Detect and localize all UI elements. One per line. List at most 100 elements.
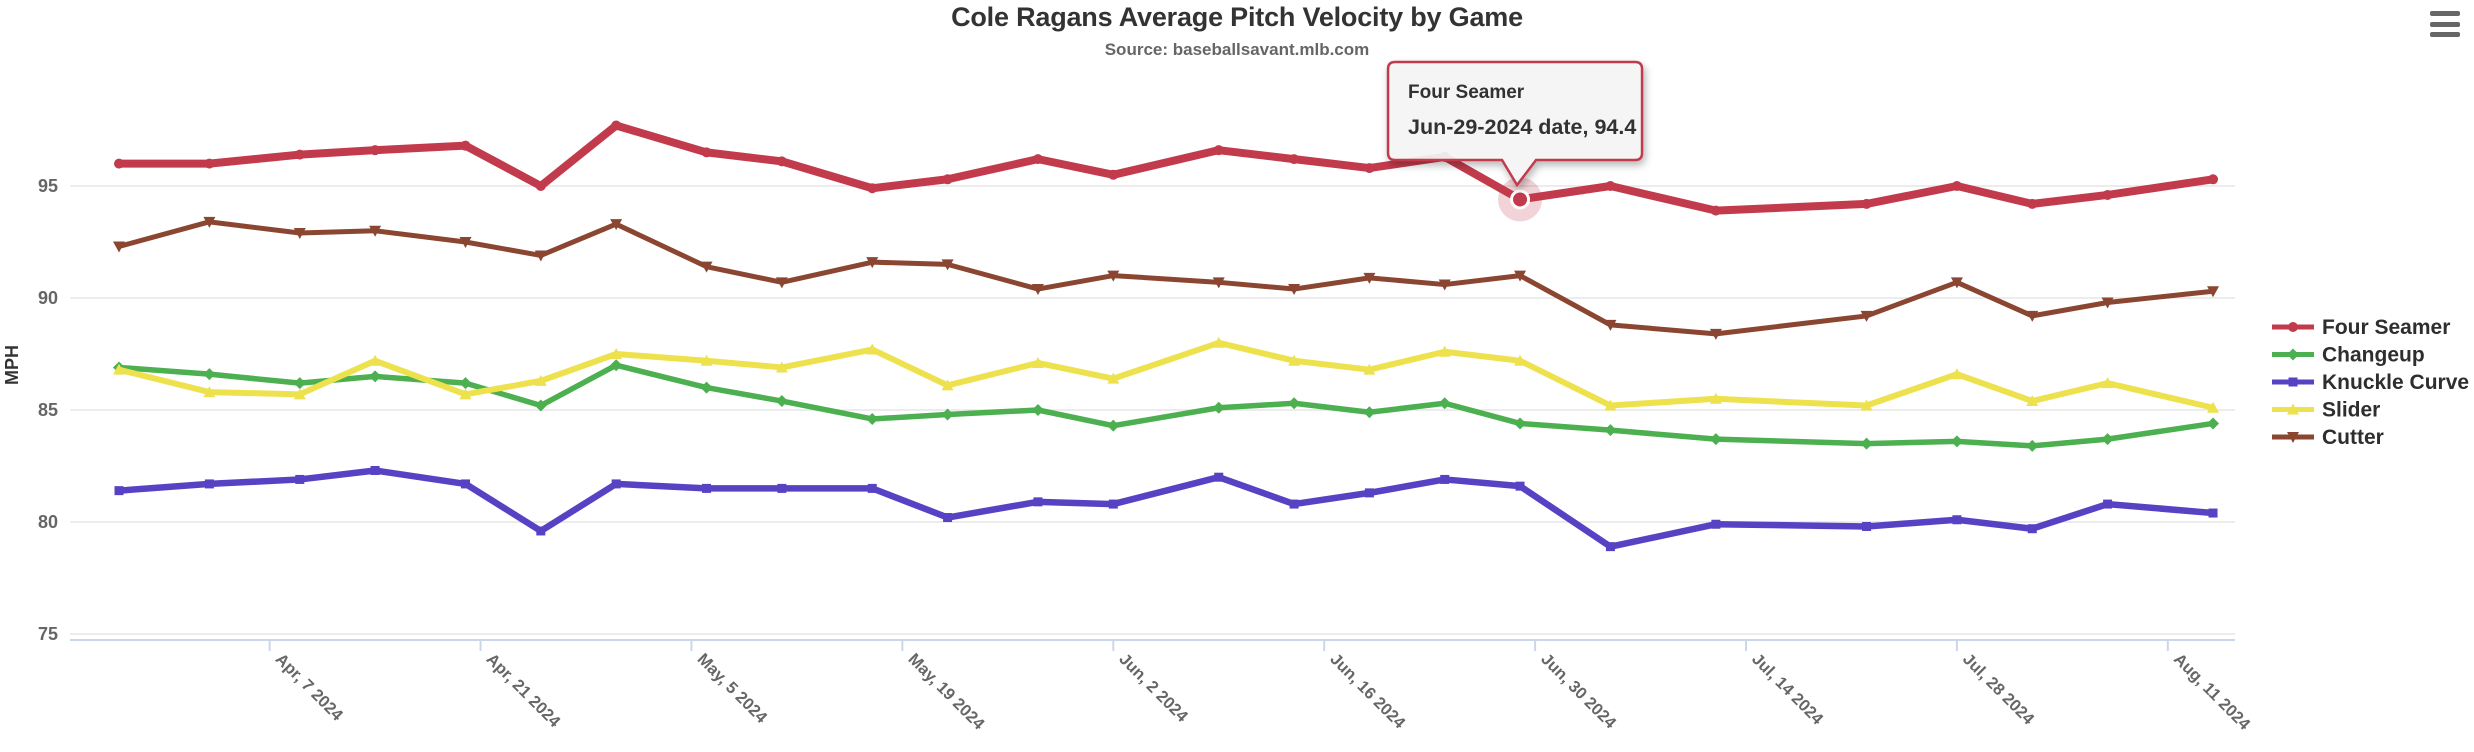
data-point-four-seamer xyxy=(2027,198,2038,209)
data-point-slider xyxy=(369,354,382,366)
data-point-cutter xyxy=(700,261,713,273)
data-point-slider xyxy=(775,361,788,373)
data-point-four-seamer xyxy=(460,140,471,151)
data-point-slider xyxy=(1212,336,1225,348)
data-point-knuckle-curve xyxy=(295,474,305,484)
y-axis-tick-label: 95 xyxy=(38,176,58,196)
legend-marker-icon xyxy=(2288,377,2298,387)
chart-subtitle: Source: baseballsavant.mlb.com xyxy=(1104,40,1370,59)
data-point-cutter xyxy=(1604,319,1617,331)
data-point-changeup xyxy=(2026,439,2039,452)
data-point-cutter xyxy=(1288,284,1301,296)
data-point-knuckle-curve xyxy=(2027,524,2037,534)
legend-item-four-seamer[interactable]: Four Seamer xyxy=(2272,316,2450,339)
series-line-changeup xyxy=(116,362,2216,449)
data-point-four-seamer xyxy=(1213,145,1224,156)
legend-label: Four Seamer xyxy=(2322,316,2450,339)
data-point-knuckle-curve xyxy=(536,526,546,536)
x-axis-tick-label: Jul, 14 2024 xyxy=(1748,650,1827,729)
data-point-slider xyxy=(866,343,879,355)
data-point-changeup xyxy=(1438,397,1451,410)
data-point-four-seamer xyxy=(1605,181,1616,191)
data-point-four-seamer xyxy=(776,156,787,167)
data-point-cutter xyxy=(1363,272,1376,284)
data-point-knuckle-curve xyxy=(1862,521,1872,531)
legend-label: Cutter xyxy=(2322,426,2384,449)
data-point-changeup xyxy=(2101,433,2114,446)
x-axis-tick-label: Jun, 30 2024 xyxy=(1537,650,1620,733)
legend-marker-icon xyxy=(2288,322,2298,332)
data-point-knuckle-curve xyxy=(1515,481,1525,491)
series-changeup[interactable] xyxy=(113,359,2220,452)
data-point-knuckle-curve xyxy=(1952,515,1962,525)
data-point-slider xyxy=(1288,354,1301,366)
data-point-four-seamer xyxy=(1951,181,1962,191)
data-point-cutter xyxy=(2026,310,2039,322)
data-point-cutter xyxy=(1438,279,1451,291)
data-point-slider xyxy=(293,388,306,400)
series-four-seamer[interactable] xyxy=(114,120,2219,216)
data-point-changeup xyxy=(1860,437,1873,450)
x-axis-tick-label: Apr, 7 2024 xyxy=(272,650,347,725)
data-point-slider xyxy=(1860,399,1873,411)
x-axis-tick-label: May, 5 2024 xyxy=(694,650,771,727)
chart-title: Cole Ragans Average Pitch Velocity by Ga… xyxy=(951,2,1523,32)
data-point-cutter xyxy=(610,219,623,231)
data-point-changeup xyxy=(775,395,788,408)
data-point-slider xyxy=(700,354,713,366)
data-point-changeup xyxy=(941,408,954,421)
data-point-knuckle-curve xyxy=(1440,474,1450,484)
hamburger-menu-icon[interactable] xyxy=(2430,11,2460,37)
legend-label: Knuckle Curve xyxy=(2322,371,2469,394)
data-point-knuckle-curve xyxy=(777,483,787,493)
data-point-changeup xyxy=(369,370,382,383)
data-point-knuckle-curve xyxy=(702,483,712,493)
series-knuckle-curve[interactable] xyxy=(114,465,2218,552)
data-point-changeup xyxy=(1950,435,1963,448)
legend-item-changeup[interactable]: Changeup xyxy=(2272,344,2425,367)
data-point-four-seamer xyxy=(1710,205,1721,216)
data-point-changeup xyxy=(1604,424,1617,437)
y-axis-tick-label: 85 xyxy=(38,400,58,420)
y-axis-tick-label: 80 xyxy=(38,512,58,532)
data-point-changeup xyxy=(1709,433,1722,446)
data-point-slider xyxy=(2026,395,2039,407)
data-point-knuckle-curve xyxy=(2103,499,2113,509)
data-point-cutter xyxy=(1212,277,1225,289)
data-point-knuckle-curve xyxy=(204,479,214,489)
series-slider[interactable] xyxy=(113,336,2220,413)
data-point-changeup xyxy=(866,412,879,425)
data-point-slider xyxy=(1514,354,1527,366)
legend-item-cutter[interactable]: Cutter xyxy=(2272,426,2384,449)
data-point-four-seamer xyxy=(114,158,124,169)
data-point-knuckle-curve xyxy=(114,486,124,496)
data-point-cutter xyxy=(1950,277,1963,289)
data-point-slider xyxy=(1031,356,1044,368)
legend-item-knuckle-curve[interactable]: Knuckle Curve xyxy=(2272,371,2469,394)
x-axis-tick-label: May, 19 2024 xyxy=(905,650,989,734)
data-point-changeup xyxy=(1514,417,1527,430)
data-point-four-seamer xyxy=(294,149,305,160)
data-point-slider xyxy=(203,386,216,398)
tooltip: Four Seamer Jun-29-2024 date, 94.4 xyxy=(1386,60,1644,188)
data-point-four-seamer xyxy=(1364,163,1375,174)
x-axis-tick-label: Jun, 16 2024 xyxy=(1326,650,1409,733)
series-line-knuckle-curve xyxy=(115,467,2217,550)
data-point-changeup xyxy=(534,399,547,412)
series-cutter[interactable] xyxy=(113,216,2220,340)
series-line-cutter xyxy=(116,219,2216,337)
data-point-changeup xyxy=(1212,401,1225,414)
data-point-cutter xyxy=(1031,284,1044,296)
data-point-four-seamer xyxy=(1289,154,1300,165)
data-point-slider xyxy=(459,388,472,400)
data-point-four-seamer xyxy=(370,145,381,156)
data-point-knuckle-curve xyxy=(370,465,380,475)
data-point-slider xyxy=(1950,368,1963,380)
data-point-slider xyxy=(610,348,623,359)
tooltip-series-name: Four Seamer xyxy=(1408,82,1525,103)
data-point-changeup xyxy=(1031,404,1044,416)
data-point-cutter xyxy=(113,241,125,253)
legend-item-slider[interactable]: Slider xyxy=(2272,399,2380,422)
data-point-cutter xyxy=(866,257,879,269)
